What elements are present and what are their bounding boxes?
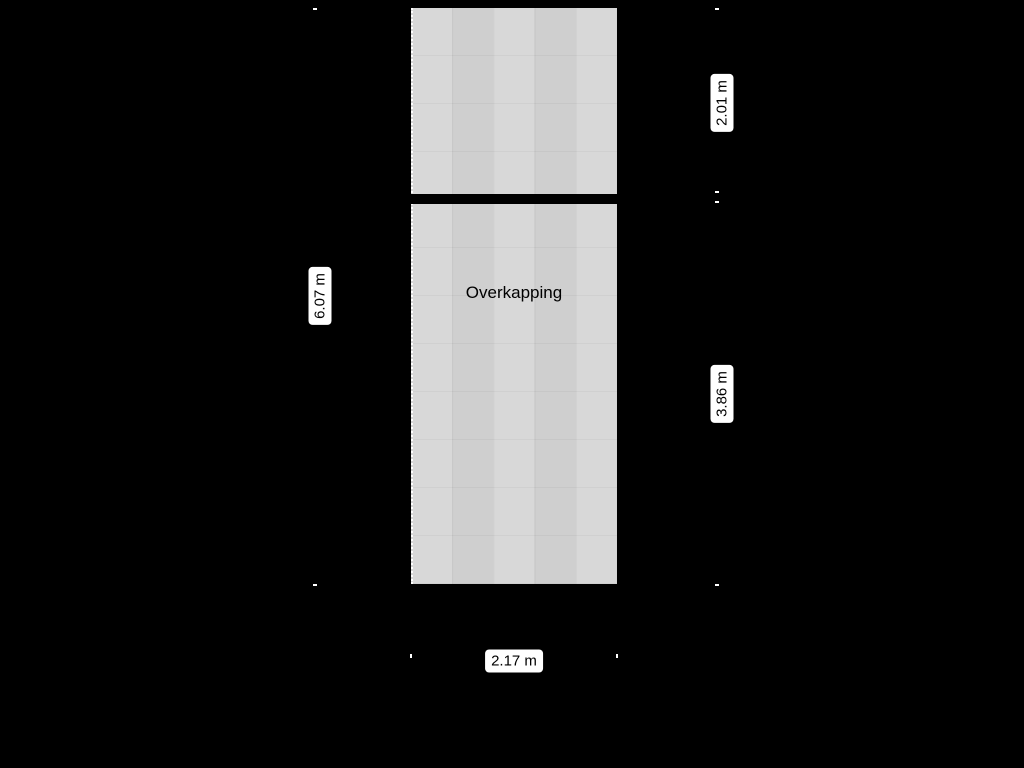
room-label-overkapping: Overkapping [466,283,562,303]
dimension-right-top: 2.01 m [711,74,734,132]
dotted-left-edge [411,8,413,584]
diagram-stage: Overkapping 6.07 m 2.01 m 3.86 m 2.17 m [0,0,1024,768]
dimension-tick [715,8,719,10]
dimension-tick [715,201,719,203]
dimension-tick [715,584,719,586]
dimension-tick [715,191,719,193]
dimension-left-total: 6.07 m [309,267,332,325]
dimension-tick [616,654,618,658]
dimension-tick [410,654,412,658]
dimension-right-bottom: 3.86 m [711,365,734,423]
dimension-tick [313,8,317,10]
plan-divider [411,194,617,204]
dimension-tick [313,584,317,586]
dimension-bottom-width: 2.17 m [485,650,543,673]
